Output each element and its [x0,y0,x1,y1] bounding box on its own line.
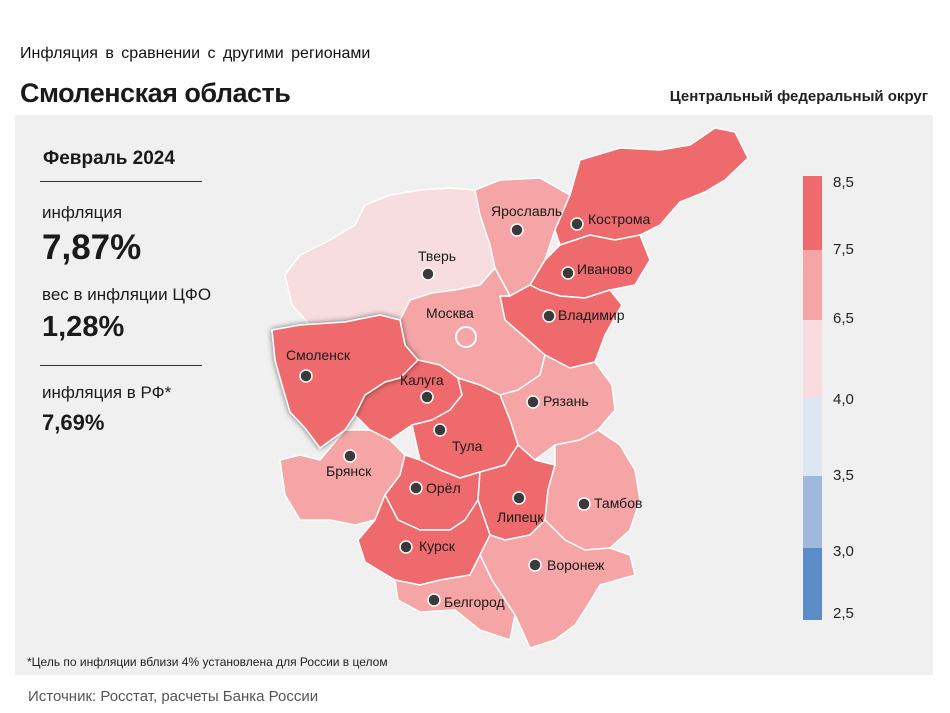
legend-swatch [803,548,822,620]
city-marker [427,593,441,607]
legend-tick: 3,5 [833,467,854,484]
city-label: Рязань [543,393,589,409]
inflation-label: инфляция [42,203,123,222]
legend-tick: 8,5 [833,174,854,191]
legend-swatch [803,250,822,320]
city-marker [299,369,313,383]
legend-tick: 4,0 [833,391,854,408]
city-label: Владимир [558,307,625,323]
region-smolensk [271,314,419,449]
city-marker [421,267,435,281]
city-marker [512,491,526,505]
region-belgorod [394,554,516,641]
legend-tick: 2,5 [833,605,854,622]
city-marker [561,266,575,280]
city-label: Тула [452,438,483,454]
city-label: Тверь [418,248,456,264]
legend-tick: 7,5 [833,241,854,258]
moscow-marker [455,326,477,348]
city-marker [526,395,540,409]
city-marker [399,540,413,554]
city-label: Иваново [577,261,633,277]
source-note: Источник: Росстат, расчеты Банка России [28,688,319,705]
city-marker [433,423,447,437]
city-marker [409,481,423,495]
city-label: Орёл [426,480,461,496]
legend-tick: 3,0 [833,543,854,560]
divider [40,365,202,366]
city-label: Ярославль [491,203,562,219]
city-label: Курск [419,538,456,554]
city-marker [542,309,556,323]
divider [40,181,202,182]
period-label: Февраль 2024 [43,148,175,169]
legend-swatch [803,176,822,250]
city-marker [510,223,524,237]
legend-swatch [803,320,822,398]
city-label: Калуга [400,372,444,388]
city-marker [343,449,357,463]
inflation-value: 7,87% [42,228,142,267]
city-marker [577,497,591,511]
city-label: Липецк [497,509,544,525]
city-label: Кострома [588,211,651,227]
weight-label: вес в инфляции ЦФО [42,285,212,304]
region-tambov [544,429,641,551]
weight-value: 1,28% [42,311,125,343]
city-label: Белгород [444,594,505,610]
region-kostroma [554,127,749,246]
legend-tick: 6,5 [833,310,854,327]
city-marker [570,217,584,231]
russia-inflation-value: 7,69% [42,410,105,435]
footnote: *Цель по инфляции вблизи 4% установлена … [27,655,388,669]
legend-swatch [803,476,822,548]
legend-swatch [803,398,822,476]
city-label: Москва [426,305,474,321]
city-label: Брянск [326,463,372,479]
city-label: Воронеж [547,557,605,573]
city-marker [420,390,434,404]
legend-bar [803,176,822,620]
city-label: Тамбов [594,495,642,511]
russia-inflation-label: инфляция в РФ* [42,383,172,402]
page-subtitle: Инфляция в сравнении с другими регионами [20,45,371,62]
district-label: Центральный федеральный округ [669,88,928,105]
page-title: Смоленская область [20,78,291,108]
city-label: Смоленск [286,347,351,363]
city-marker [528,558,542,572]
